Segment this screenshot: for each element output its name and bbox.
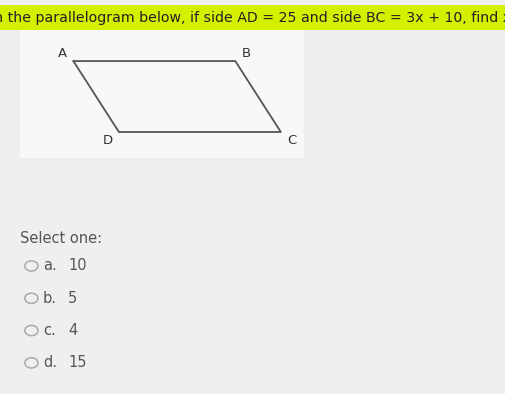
Text: 10: 10 (68, 258, 87, 273)
FancyBboxPatch shape (20, 8, 303, 158)
Text: d.: d. (43, 355, 57, 370)
Text: 4: 4 (68, 323, 77, 338)
Text: a.: a. (43, 258, 57, 273)
Text: A: A (58, 48, 67, 60)
Text: 15: 15 (68, 355, 87, 370)
Text: C: C (287, 134, 296, 147)
Text: D: D (103, 134, 113, 147)
Text: 5: 5 (68, 291, 77, 306)
Text: Select one:: Select one: (20, 231, 102, 246)
Text: c.: c. (43, 323, 56, 338)
Text: B: B (241, 48, 250, 60)
Text: In the parallelogram below, if side AD = 25 and side BC = 3x + 10, find x.: In the parallelogram below, if side AD =… (0, 11, 505, 25)
Text: b.: b. (43, 291, 57, 306)
